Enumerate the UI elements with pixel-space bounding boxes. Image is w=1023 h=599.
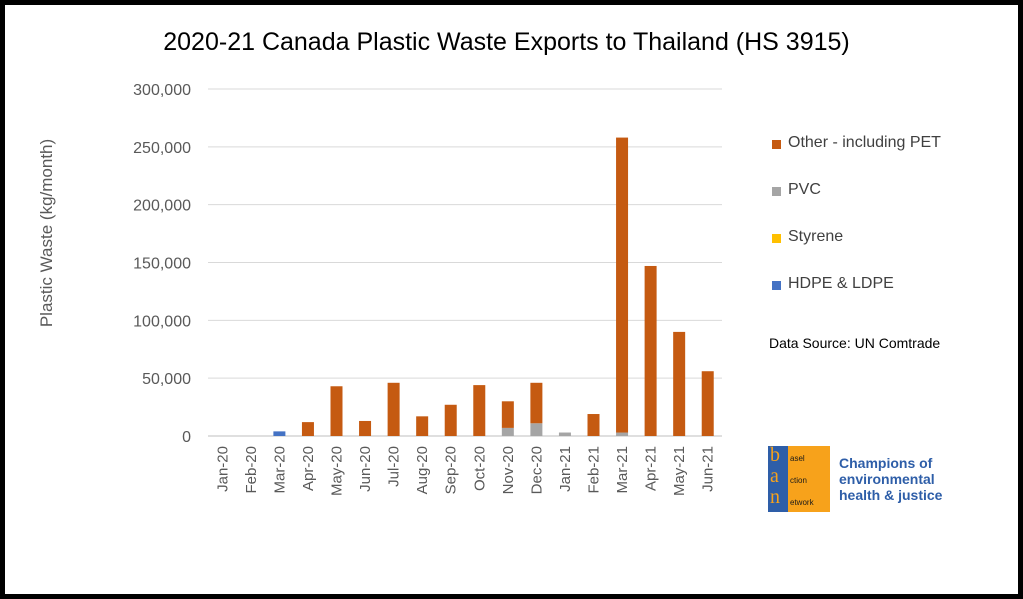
x-tick-label: Apr-20 — [300, 446, 317, 491]
x-tick-label: Oct-20 — [471, 446, 488, 491]
y-tick-labels: 0 50,000 100,000 150,000 200,000 250,000 300,0… — [133, 82, 191, 446]
legend-swatch — [772, 140, 781, 149]
bar-segment — [530, 423, 543, 436]
legend-label: Other - including PET — [788, 134, 941, 151]
y-tick-label: 100,000 — [133, 313, 191, 330]
x-tick-label: Jun-21 — [700, 446, 717, 492]
logo-letter-a: a — [770, 465, 779, 487]
x-tick-label: Jan-21 — [557, 446, 574, 492]
ban-logo: b a n asel ction etwork — [768, 444, 830, 512]
x-tick-label: Apr-21 — [643, 446, 660, 491]
y-tick-label: 200,000 — [133, 198, 191, 215]
bar-segment — [387, 382, 400, 436]
logo-letter-n: n — [770, 486, 780, 508]
bar-segment — [416, 416, 429, 436]
tagline-line-2: environmental — [839, 471, 935, 487]
y-tick-label: 50,000 — [142, 371, 191, 388]
y-tick-label: 0 — [182, 429, 191, 446]
x-tick-label: Sep-20 — [443, 446, 460, 494]
x-tick-label: Jan-20 — [214, 446, 231, 492]
bar-segment — [558, 432, 571, 436]
legend-swatch — [772, 281, 781, 290]
bar-segment — [473, 385, 486, 436]
x-tick-label: Aug-20 — [414, 446, 431, 494]
y-tick-label: 300,000 — [133, 82, 191, 99]
bar-segment — [330, 386, 343, 436]
data-source-note: Data Source: UN Comtrade — [769, 335, 941, 351]
logo-word-asel: asel — [790, 454, 805, 463]
bar-segment — [359, 420, 372, 436]
y-axis-label: Plastic Waste (kg/month) — [37, 139, 56, 327]
x-tick-label: Jul-20 — [386, 446, 403, 487]
x-tick-label: Feb-20 — [243, 446, 260, 494]
y-tick-label: 150,000 — [133, 256, 191, 273]
x-tick-label: Mar-21 — [614, 446, 631, 494]
bar-segment — [501, 427, 514, 436]
x-tick-label: Jun-20 — [357, 446, 374, 492]
bar-segment — [673, 331, 686, 436]
bar-segment — [530, 382, 543, 424]
bar-segment — [444, 404, 457, 436]
logo-letter-b: b — [770, 444, 780, 466]
logo-word-ction: ction — [790, 476, 807, 485]
chart-title: 2020-21 Canada Plastic Waste Exports to … — [163, 28, 850, 56]
grid-lines — [208, 88, 722, 437]
x-tick-labels: Jan-20 Feb-20 Mar-20 Apr-20 May-20 Jun-20 Jul-… — [214, 446, 716, 496]
legend-swatch — [772, 187, 781, 196]
tagline-line-3: health & justice — [839, 487, 943, 503]
legend-swatch — [772, 234, 781, 243]
bar-segment — [701, 371, 714, 436]
bar-segment — [616, 432, 629, 436]
ban-logo-blue-bar — [768, 446, 788, 512]
legend-label: Styrene — [788, 228, 844, 245]
bar-segment — [616, 137, 629, 433]
x-tick-label: Nov-20 — [500, 446, 517, 494]
bar-segment — [501, 401, 514, 428]
legend-label: HDPE & LDPE — [788, 275, 894, 292]
bar-segment — [273, 431, 286, 436]
x-tick-label: May-20 — [329, 446, 346, 496]
legend-label: PVC — [788, 181, 821, 198]
x-tick-label: Dec-20 — [528, 446, 545, 494]
tagline-line-1: Champions of — [839, 455, 933, 471]
bars — [273, 137, 714, 436]
y-tick-label: 250,000 — [133, 140, 191, 157]
x-tick-label: May-21 — [671, 446, 688, 496]
bar-segment — [301, 422, 314, 436]
logo-tagline: Champions of environmental health & just… — [839, 455, 942, 503]
bar-segment — [644, 265, 657, 436]
x-tick-label: Feb-21 — [586, 446, 603, 494]
logo-word-etwork: etwork — [790, 498, 814, 507]
x-tick-label: Mar-20 — [271, 446, 288, 494]
bar-segment — [587, 414, 600, 436]
